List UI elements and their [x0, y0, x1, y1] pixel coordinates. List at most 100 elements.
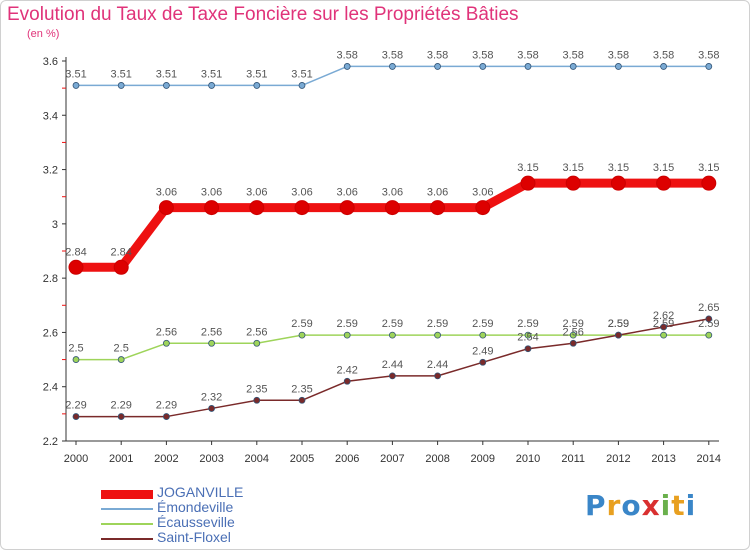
data-point: [208, 339, 216, 347]
data-point: [343, 331, 351, 339]
data-label: 2.56: [201, 326, 222, 338]
data-label: 2.56: [156, 326, 177, 338]
data-point: [117, 356, 125, 363]
data-label: 2.84: [65, 246, 86, 258]
data-point: [162, 82, 170, 89]
data-label: 2.5: [114, 343, 129, 355]
data-label: 3.58: [382, 49, 403, 61]
data-point: [298, 396, 306, 404]
data-point: [569, 331, 577, 339]
x-tick-label: 2007: [380, 453, 404, 465]
data-label: 3.51: [156, 68, 177, 80]
x-tick-label: 2004: [245, 453, 269, 465]
x-tick-label: 2000: [64, 453, 88, 465]
data-label: 3.06: [472, 187, 493, 199]
data-label: 3.15: [562, 162, 583, 174]
data-point: [343, 63, 351, 70]
series-line: [75, 334, 710, 361]
data-point: [434, 372, 442, 380]
y-tick-label: 3: [52, 219, 58, 231]
data-label: 2.62: [653, 310, 674, 322]
data-label: 3.51: [110, 68, 131, 80]
y-tick-label: 3.6: [43, 56, 58, 68]
x-tick-label: 2003: [199, 453, 223, 465]
data-label: 2.59: [427, 318, 448, 330]
y-tick-label: 2.6: [43, 327, 58, 339]
data-point: [388, 372, 396, 380]
data-point: [434, 331, 442, 339]
logo-letter: t: [671, 489, 686, 522]
data-point: [253, 396, 261, 404]
data-label: 2.44: [382, 359, 403, 371]
data-label: 3.15: [698, 162, 719, 174]
data-point: [72, 413, 80, 420]
data-point: [253, 82, 261, 89]
data-label: 3.51: [201, 68, 222, 80]
data-label: 3.58: [608, 49, 629, 61]
data-point: [343, 377, 351, 385]
data-label: 2.49: [472, 345, 493, 357]
data-point: [701, 175, 717, 191]
data-point: [249, 200, 265, 216]
data-label: 3.58: [653, 49, 674, 61]
data-label: 2.44: [427, 359, 448, 371]
data-point: [479, 331, 487, 339]
x-tick-label: 2001: [109, 453, 133, 465]
x-tick-label: 2012: [606, 453, 630, 465]
y-tick-label: 2.4: [43, 382, 58, 394]
data-point: [615, 331, 622, 339]
data-point: [660, 63, 667, 70]
data-point: [475, 200, 491, 216]
data-point: [68, 259, 84, 275]
data-label: 3.51: [246, 68, 267, 80]
data-point: [253, 339, 261, 347]
data-point: [162, 413, 170, 420]
data-label: 2.59: [291, 318, 312, 330]
x-tick-label: 2006: [335, 453, 359, 465]
data-point: [479, 358, 487, 366]
data-point: [524, 345, 532, 353]
data-label: 2.29: [156, 400, 177, 412]
data-point: [208, 82, 216, 89]
y-tick-label: 2.8: [43, 273, 58, 285]
data-label: 2.84: [110, 246, 131, 258]
data-label: 3.58: [698, 49, 719, 61]
data-label: 3.06: [291, 187, 312, 199]
data-label: 3.51: [65, 68, 86, 80]
data-point: [705, 63, 713, 70]
data-label: 2.54: [517, 332, 538, 344]
x-tick-label: 2002: [154, 453, 178, 465]
chart-title: Evolution du Taux de Taxe Foncière sur l…: [7, 4, 519, 25]
x-tick-label: 2013: [651, 453, 675, 465]
data-point: [72, 356, 80, 363]
data-label: 3.58: [562, 49, 583, 61]
data-point: [294, 200, 310, 216]
logo-letter: o: [621, 489, 642, 522]
data-label: 3.06: [156, 187, 177, 199]
logo-letter: i: [660, 489, 672, 522]
logo-letter: i: [685, 489, 697, 522]
data-point: [384, 200, 400, 216]
data-label: 3.58: [427, 49, 448, 61]
legend-label: JOGANVILLE: [157, 484, 244, 500]
data-label: 3.15: [653, 162, 674, 174]
data-label: 2.59: [698, 318, 719, 330]
data-label: 3.06: [246, 187, 267, 199]
data-label: 2.59: [472, 318, 493, 330]
y-tick-label: 3.2: [43, 165, 58, 177]
logo-letter: P: [585, 489, 607, 522]
data-label: 3.58: [472, 49, 493, 61]
data-point: [660, 331, 667, 339]
legend-swatch: [101, 489, 153, 499]
data-label: 2.59: [608, 318, 629, 330]
data-label: 2.59: [382, 318, 403, 330]
x-tick-label: 2009: [471, 453, 495, 465]
data-point: [656, 175, 672, 191]
data-label: 2.59: [562, 318, 583, 330]
data-point: [434, 63, 442, 70]
logo-letter: r: [606, 489, 622, 522]
data-label: 2.59: [608, 318, 629, 330]
unit-label: (en %): [27, 28, 60, 40]
data-point: [158, 200, 174, 216]
